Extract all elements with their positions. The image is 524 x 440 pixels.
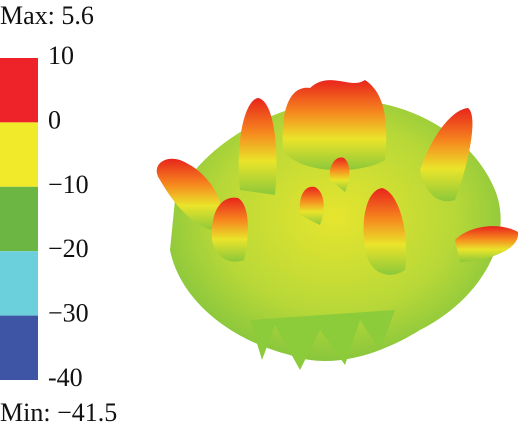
colorbar-tick-label: −10: [48, 170, 89, 199]
colorbar-tick-label: 0: [48, 105, 61, 134]
colorbar-tick-label: 10: [48, 41, 74, 70]
max-label: Max: 5.6: [0, 1, 94, 30]
colorbar-segment: [0, 58, 38, 123]
colorbar-segment: [0, 251, 38, 316]
radiation-pattern: [156, 80, 519, 370]
colorbar-tick-label: −30: [48, 299, 89, 328]
colorbar-segment: [0, 186, 38, 252]
colorbar: 10 0 −10 −20 −30 -40: [0, 41, 89, 392]
colorbar-tick-label: −20: [48, 234, 89, 263]
min-label: Min: −41.5: [0, 398, 117, 427]
colorbar-segment: [0, 122, 38, 187]
colorbar-tick-label: -40: [48, 363, 83, 392]
colorbar-segment: [0, 315, 38, 380]
